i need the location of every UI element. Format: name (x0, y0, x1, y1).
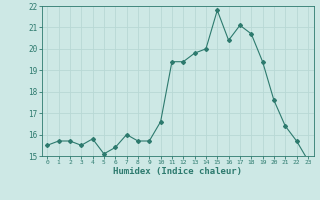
X-axis label: Humidex (Indice chaleur): Humidex (Indice chaleur) (113, 167, 242, 176)
